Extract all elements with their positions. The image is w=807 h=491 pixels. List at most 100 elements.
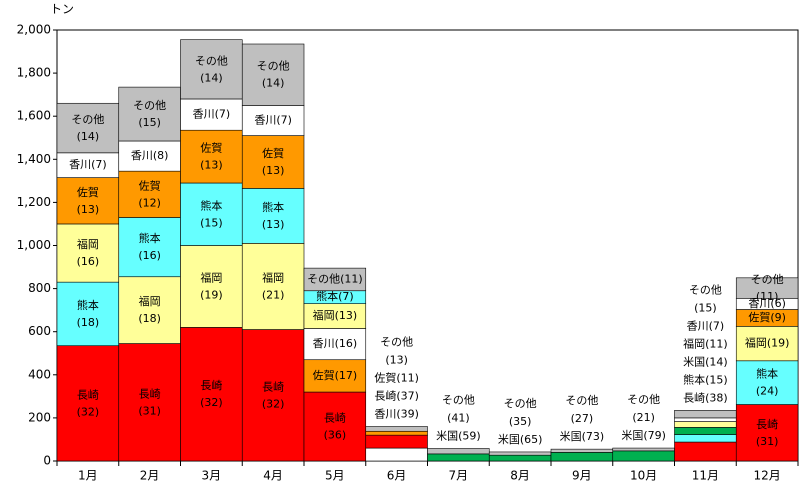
x-tick-label: 8月 [510,469,530,483]
bar-segment [674,434,737,443]
data-label: 佐賀(9) [748,310,786,324]
data-label: 長崎 [262,379,284,393]
data-label: 香川(6) [748,297,786,310]
data-label: 長崎 [139,386,161,400]
data-label: (13) [385,354,408,367]
data-label: 米国(73) [560,430,605,443]
y-tick-label: 800 [28,281,51,295]
bar-segment [735,404,799,462]
data-label: (36) [324,429,347,442]
data-label: 佐賀 [139,178,161,192]
data-label: 福岡 [77,237,99,251]
data-label: 福岡(13) [313,308,358,322]
y-tick-label: 400 [28,367,51,381]
data-label: (11) [756,290,779,303]
data-label: 長崎 [200,378,222,392]
bar-segment [180,98,243,131]
bar-segment [241,135,305,189]
data-label: (19) [200,288,223,301]
data-label: (41) [447,412,470,425]
data-label: 熊本 [262,200,284,214]
data-label: (35) [509,415,532,428]
y-tick-label: 1,200 [17,195,51,209]
data-label: その他 [380,336,413,349]
data-label: その他 [751,273,784,286]
data-label: (16) [77,255,100,268]
bar-segment [118,86,181,142]
bar-segment [365,430,428,436]
data-label: その他 [71,113,104,126]
data-label: 香川(7) [254,114,292,127]
x-tick-label: 9月 [572,469,592,483]
data-label: (14) [77,130,100,143]
y-tick-label: 600 [28,324,51,338]
data-label: 香川(39) [374,408,419,421]
bar-segment [56,177,120,225]
bar-segment [674,417,737,422]
data-label: 福岡 [139,294,161,308]
data-label: その他 [504,397,537,410]
bar-segment [550,448,614,453]
data-label: (13) [262,218,285,231]
bar-segment [365,434,428,449]
axes: 0 200 400 600 800 1,000 1,200 1,400 1,600 1,800 2,… [17,23,799,483]
bar-segment [674,410,737,419]
data-label: 熊本 [200,198,222,212]
data-label: その他 [257,60,290,73]
x-tick-label: 2月 [140,469,160,483]
bar-segment [118,170,181,218]
data-label: (21) [632,411,655,424]
bar-segment [612,447,675,452]
data-label: (13) [77,203,100,216]
data-label: 佐賀 [262,146,284,160]
data-label: (27) [571,412,594,425]
bar-segment [180,129,243,184]
bar-segment [180,327,243,462]
data-label: 熊本 [139,231,161,245]
bar-segment [365,426,428,432]
bar-segment [56,345,120,462]
data-label: (13) [200,159,223,172]
data-label: その他(11) [307,272,363,285]
y-tick-label: 1,000 [17,238,51,252]
data-label: その他 [442,394,475,407]
bar-segment [56,281,120,347]
data-label: (12) [138,196,161,209]
data-label: 佐賀(17) [313,368,358,382]
data-label: (32) [200,396,223,409]
data-label: 熊本(7) [316,289,354,303]
bar-segment [488,454,552,462]
x-tick-label: 10月 [630,469,657,483]
data-label: (32) [77,405,100,418]
data-label: 米国(65) [498,433,543,446]
data-label: 香川(7) [193,108,231,121]
data-label: 熊本(15) [683,372,728,386]
bar-segment [612,450,675,462]
bar-segment [735,360,799,405]
bar-segment [241,43,305,106]
data-label: (13) [262,164,285,177]
x-tick-label: 7月 [449,469,469,483]
data-label: (31) [756,435,779,448]
data-label: 佐賀(11) [374,371,419,385]
data-label: (15) [138,116,161,129]
data-label: 佐賀 [200,141,222,155]
y-tick-label: 1,400 [17,152,51,166]
bar-segment [735,277,799,299]
bar-segment [241,188,305,244]
data-label: (14) [262,77,285,90]
y-tick-label: 200 [28,410,51,424]
y-tick-label: 0 [43,454,51,468]
bar-segment [674,421,737,428]
data-label: 米国(59) [436,430,481,443]
data-label: 福岡 [200,270,222,284]
data-label: 福岡(11) [683,336,728,350]
bar-segment [118,343,181,462]
bar-segment [674,427,737,435]
data-label: 香川(8) [131,149,169,162]
data-label: (31) [138,404,161,417]
data-label: 長崎 [756,417,778,431]
data-label: 香川(7) [69,158,107,171]
data-label: 米国(79) [621,429,666,442]
